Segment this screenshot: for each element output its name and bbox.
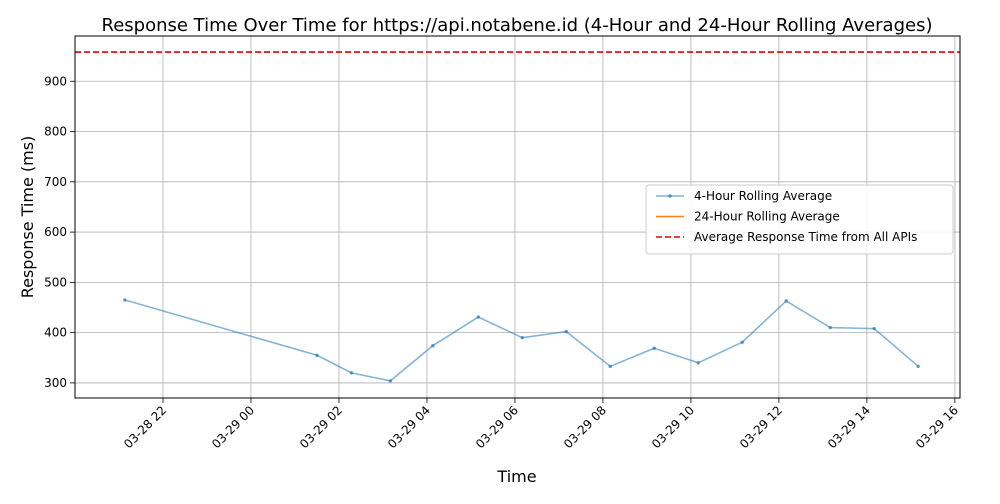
data-point: [740, 340, 744, 344]
legend-label: Average Response Time from All APIs: [694, 230, 917, 244]
data-point: [476, 315, 480, 319]
x-tick-label: 03-29 06: [473, 403, 521, 451]
legend-label: 24-Hour Rolling Average: [694, 210, 840, 224]
x-axis-label: Time: [496, 467, 536, 486]
y-tick-label: 900: [44, 74, 67, 88]
x-tick-label: 03-29 00: [209, 403, 257, 451]
legend: 4-Hour Rolling Average 24-Hour Rolling Av…: [645, 184, 954, 255]
data-point: [696, 361, 700, 365]
x-tick-label: 03-29 02: [297, 403, 345, 451]
data-point: [608, 364, 612, 369]
x-tick-label: 03-28 22: [121, 403, 169, 451]
y-tick-label: 800: [44, 125, 67, 139]
x-tick-label: 03-29 14: [825, 403, 873, 451]
data-point: [784, 299, 788, 303]
y-tick-label: 300: [44, 376, 67, 390]
x-tick-label: 03-29 08: [561, 403, 609, 451]
series-line-0: [124, 299, 919, 382]
x-tick-label: 03-29 04: [385, 403, 433, 451]
data-point: [828, 325, 832, 330]
chart-title: Response Time Over Time for https://api.…: [102, 15, 933, 36]
data-point: [349, 371, 354, 375]
y-tick-label: 400: [44, 326, 67, 340]
data-point: [564, 329, 568, 334]
data-point: [431, 344, 435, 348]
x-tick-label: 03-29 16: [913, 403, 961, 451]
data-point: [652, 346, 656, 350]
y-axis-label: Response Time (ms): [18, 136, 37, 299]
legend-label: 4-Hour Rolling Average: [694, 189, 832, 203]
data-point: [872, 326, 876, 331]
data-point: [520, 335, 524, 340]
plot-area-frame: [74, 35, 961, 399]
y-tick-label: 700: [44, 175, 67, 189]
y-tick-label: 500: [44, 275, 67, 289]
y-tick-label: 600: [44, 225, 67, 239]
x-tick-label: 03-29 10: [649, 403, 697, 451]
x-tick-label: 03-29 12: [737, 403, 785, 451]
data-point: [123, 298, 127, 302]
legend-box: [645, 184, 954, 255]
data-point: [916, 364, 920, 369]
legend-marker: [668, 194, 672, 198]
data-point: [315, 353, 319, 357]
data-point: [388, 379, 392, 383]
